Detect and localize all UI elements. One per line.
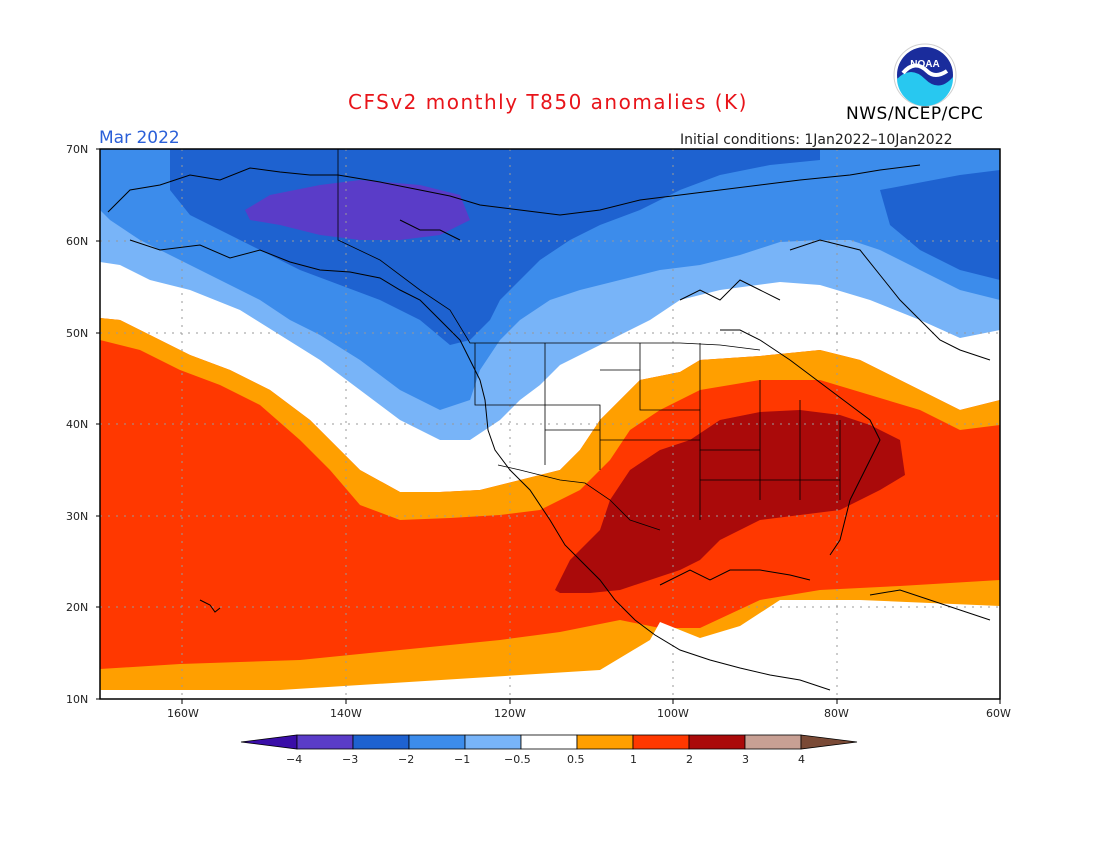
lon-label: 60W <box>986 707 1011 720</box>
lat-label: 20N <box>66 601 89 614</box>
lon-label: 120W <box>494 707 526 720</box>
colorbar <box>240 734 858 750</box>
colorbar-swatch-m4-m3 <box>296 734 354 750</box>
lat-label: 10N <box>66 693 89 706</box>
map-title: CFSv2 monthly T850 anomalies (K) <box>348 90 748 114</box>
axis-ticks <box>96 148 1001 704</box>
lat-label: 30N <box>66 510 89 523</box>
lat-label: 70N <box>66 143 89 156</box>
colorbar-swatch-p3-4 <box>744 734 802 750</box>
colorbar-label: 2 <box>686 753 693 766</box>
colorbar-swatch-p05-1 <box>576 734 634 750</box>
colorbar-label: −2 <box>398 753 415 766</box>
colorbar-label: 3 <box>742 753 749 766</box>
colorbar-swatch-p2-3 <box>688 734 746 750</box>
coastlines <box>107 164 991 691</box>
lon-label: 140W <box>330 707 362 720</box>
political-borders <box>337 149 841 531</box>
colorbar-label: −0.5 <box>504 753 531 766</box>
initial-conditions: Initial conditions: 1Jan2022–10Jan2022 <box>680 132 953 148</box>
colorbar-swatch-lt-m4 <box>240 734 298 750</box>
colorbar-swatch-m3-m2 <box>352 734 410 750</box>
noaa-logo-text: NOAA <box>910 59 939 70</box>
graticule <box>100 149 1000 699</box>
lon-label: 160W <box>167 707 199 720</box>
forecast-month: Mar 2022 <box>99 128 180 148</box>
lat-label: 60N <box>66 235 89 248</box>
colorbar-swatch-m2-m1 <box>408 734 466 750</box>
agency-label: NWS/NCEP/CPC <box>846 104 984 124</box>
lat-label: 40N <box>66 418 89 431</box>
noaa-logo: NOAA <box>893 43 957 107</box>
colorbar-swatch-gt-4 <box>800 734 858 750</box>
colorbar-swatch-m05-05 <box>520 734 578 750</box>
colorbar-label: 1 <box>630 753 637 766</box>
colorbar-swatch-p1-2 <box>632 734 690 750</box>
colorbar-label: 4 <box>798 753 805 766</box>
lon-label: 100W <box>657 707 689 720</box>
lon-label: 80W <box>824 707 849 720</box>
colorbar-label: −3 <box>342 753 359 766</box>
colorbar-swatch-m1-m05 <box>464 734 522 750</box>
colorbar-label: −4 <box>286 753 303 766</box>
colorbar-label: −1 <box>454 753 471 766</box>
lat-label: 50N <box>66 327 89 340</box>
colorbar-label: 0.5 <box>567 753 585 766</box>
